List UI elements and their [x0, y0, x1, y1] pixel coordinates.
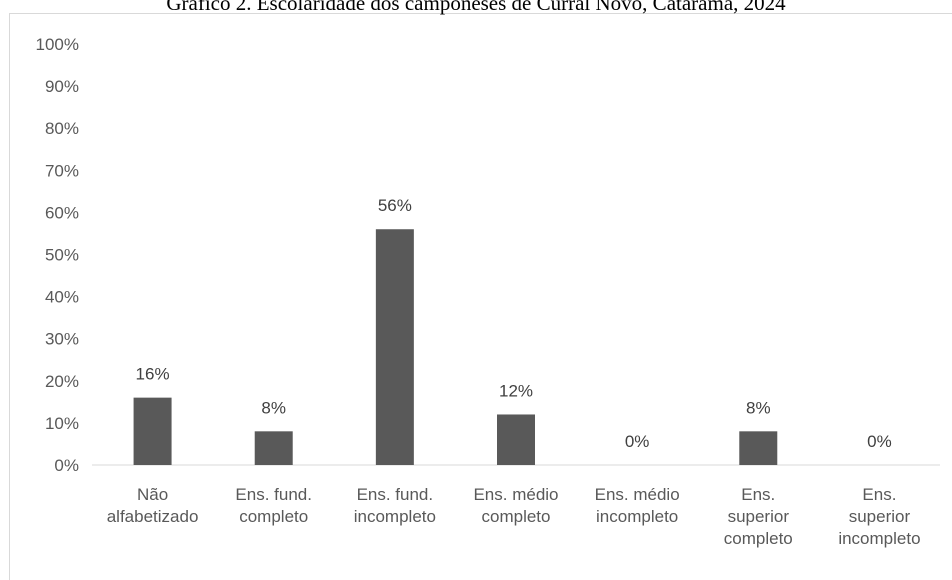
bar — [133, 397, 172, 465]
bar — [254, 431, 293, 465]
category-label: incompleto — [354, 507, 436, 526]
data-label: 0% — [625, 432, 650, 451]
category-label: Não — [137, 485, 168, 504]
data-label: 0% — [867, 432, 892, 451]
category-label: Ens. fund. — [235, 485, 312, 504]
category-label: completo — [724, 529, 793, 548]
category-label: Ens. médio — [473, 485, 558, 504]
y-tick-label: 10% — [45, 414, 79, 433]
y-tick-label: 80% — [45, 119, 79, 138]
chart-frame — [9, 13, 952, 580]
category-label: incompleto — [596, 507, 678, 526]
bar — [739, 431, 778, 465]
category-label: superior — [728, 507, 790, 526]
category-label: superior — [849, 507, 911, 526]
data-label: 8% — [261, 398, 286, 417]
data-label: 12% — [499, 381, 533, 400]
category-label: completo — [482, 507, 551, 526]
chart-title: Gráfico 2. Escolaridade dos camponeses d… — [166, 0, 786, 15]
y-tick-label: 20% — [45, 372, 79, 391]
category-label: alfabetizado — [107, 507, 199, 526]
data-label: 16% — [136, 365, 170, 384]
category-label: Ens. fund. — [357, 485, 434, 504]
category-label: completo — [239, 507, 308, 526]
y-tick-label: 50% — [45, 246, 79, 265]
data-label: 8% — [746, 398, 771, 417]
y-tick-label: 100% — [36, 35, 79, 54]
category-label: Ens. — [862, 485, 896, 504]
y-tick-label: 30% — [45, 330, 79, 349]
category-label: Ens. médio — [595, 485, 680, 504]
bar — [375, 229, 414, 465]
bar — [497, 414, 535, 465]
category-label: Ens. — [741, 485, 775, 504]
y-tick-label: 40% — [45, 288, 79, 307]
y-tick-label: 60% — [45, 203, 79, 222]
data-label: 56% — [378, 196, 412, 215]
category-label: incompleto — [838, 529, 920, 548]
y-tick-label: 90% — [45, 77, 79, 96]
y-tick-label: 70% — [45, 161, 79, 180]
y-tick-label: 0% — [54, 456, 79, 475]
